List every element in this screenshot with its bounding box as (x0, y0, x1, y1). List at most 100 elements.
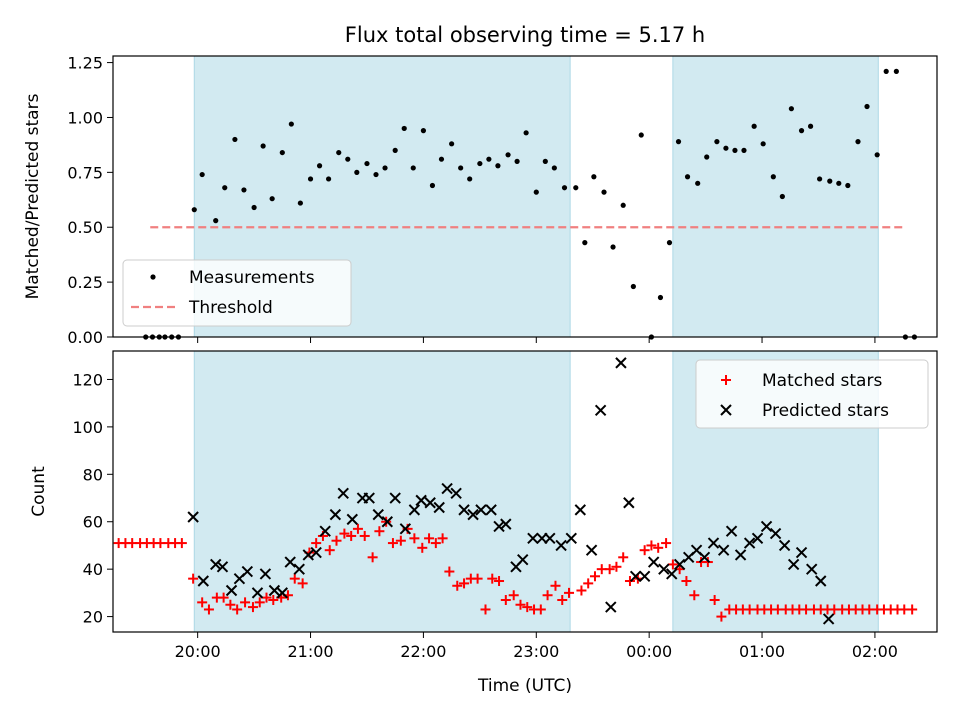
legend-matched-label: Matched stars (762, 371, 882, 391)
measurement-point (601, 189, 607, 195)
matched-star-point (203, 604, 214, 615)
predicted-star-point (815, 575, 827, 587)
matched-star-point (268, 594, 279, 605)
y-tick-label: 0.25 (67, 273, 103, 292)
measurement-point (269, 196, 275, 202)
cross-b (717, 544, 730, 556)
measurement-point (297, 200, 303, 206)
matched-star-point (604, 564, 615, 575)
cross-b (251, 587, 264, 599)
matched-star-point (437, 533, 448, 544)
measurement-point (429, 182, 436, 189)
matched-star-point (324, 545, 335, 556)
matched-star-point (487, 573, 498, 584)
measurement-point (657, 294, 664, 301)
predicted-star-point (458, 504, 470, 516)
chart-title: Flux total observing time = 5.17 h (345, 23, 705, 47)
cross-b (720, 404, 732, 416)
measurement-point (373, 171, 379, 178)
measurement-point (288, 121, 294, 127)
cross-b (815, 575, 827, 587)
top-y-ticks: 0.00 0.25 0.50 0.75 1.00 1.25 (67, 54, 113, 347)
measurement-point (222, 185, 228, 191)
predicted-star-point (467, 508, 479, 521)
predicted-star-point (363, 492, 375, 504)
matched-star-point (709, 594, 720, 605)
predicted-star-point (493, 520, 505, 533)
matched-star-point (430, 538, 441, 549)
measurement-point (410, 165, 416, 171)
matched-star-point (576, 585, 587, 596)
predicted-star-point (329, 508, 342, 521)
measurement-point (751, 123, 757, 129)
cross-b (310, 546, 322, 559)
cross-b (381, 516, 393, 528)
measurement-point (486, 156, 492, 162)
matched-star-point (542, 590, 553, 601)
matched-star-point (646, 540, 657, 551)
matched-star-point (716, 611, 727, 622)
cross-b (485, 504, 497, 516)
cross-b (725, 525, 738, 537)
measurement-point (354, 169, 360, 175)
measurement-point (845, 182, 851, 189)
matched-star-point (689, 590, 700, 601)
predicted-star-point (517, 553, 529, 566)
measurement-point (458, 165, 464, 171)
y-tick-label: 120 (72, 370, 103, 389)
cross-b (623, 497, 635, 509)
predicted-star-point (743, 537, 756, 549)
cross-b (760, 520, 773, 533)
cross-b (319, 525, 331, 537)
measurement-point (551, 165, 557, 171)
cross-b (527, 532, 539, 545)
cross-b (372, 508, 384, 521)
cross-b (329, 508, 342, 521)
predicted-star-point (302, 549, 314, 561)
cross-b (337, 487, 349, 499)
measurement-point (864, 103, 870, 110)
predicted-star-point (216, 561, 229, 573)
measurement-point (420, 128, 427, 134)
predicted-star-point (372, 508, 384, 521)
matched-star-point (661, 538, 672, 549)
measurement-point (770, 174, 776, 180)
cross-b (424, 497, 436, 509)
matched-star-point (653, 542, 664, 553)
matched-star-point (367, 552, 378, 563)
matched-star-point (550, 580, 561, 591)
cross-b (293, 563, 305, 575)
predicted-star-point (629, 570, 642, 582)
predicted-star-point (544, 532, 556, 545)
matched-star-point (508, 590, 519, 601)
matched-star-point (424, 533, 435, 544)
measurement-point (523, 130, 529, 136)
predicted-star-point (225, 584, 238, 597)
measurement-point (883, 68, 889, 74)
y-tick-label: 0.00 (67, 328, 103, 347)
measurement-point (638, 132, 644, 138)
predicted-star-point (787, 558, 800, 571)
bottom-x-ticks: 20:00 21:00 22:00 23:00 00:00 01:00 02:00 (175, 632, 898, 661)
cross-b (673, 558, 686, 571)
measurement-point (760, 141, 766, 147)
legend-predicted-label: Predicted stars (762, 401, 889, 421)
predicted-star-point (805, 563, 818, 575)
measurement-point (449, 141, 455, 147)
matched-star-point (240, 597, 251, 608)
measurement-point (779, 193, 785, 200)
predicted-star-point (284, 556, 296, 568)
cross-b (363, 492, 375, 504)
x-tick-label: 22:00 (400, 642, 446, 661)
predicted-star-point (259, 568, 272, 580)
predicted-star-point (769, 527, 782, 540)
cross-b (555, 539, 567, 552)
predicted-star-point (346, 513, 359, 526)
predicted-star-point (658, 563, 670, 575)
predicted-star-point (795, 546, 808, 559)
predicted-star-point (698, 551, 711, 564)
predicted-star-point (500, 518, 512, 530)
x-tick-label: 23:00 (513, 642, 559, 661)
measurement-point (836, 180, 842, 186)
matched-star-point (409, 533, 420, 544)
